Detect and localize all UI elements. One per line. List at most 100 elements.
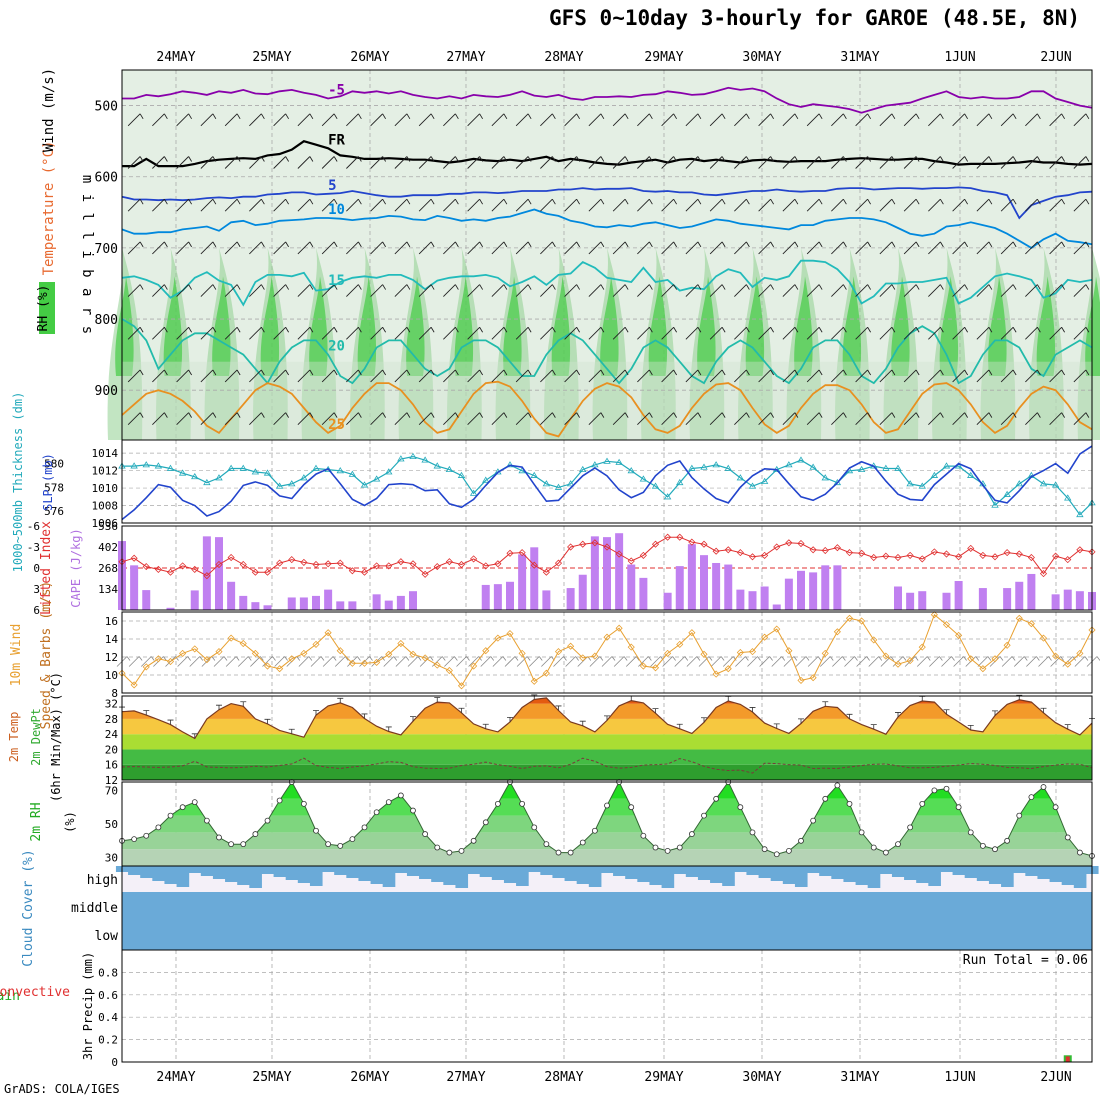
credit-text: GrADS: COLA/IGES <box>4 1082 120 1096</box>
wind-barb <box>758 326 775 340</box>
temp-minmax-bar <box>507 716 513 722</box>
wind-speed-point <box>1064 660 1072 668</box>
temp-tick-label: 24 <box>105 728 119 741</box>
rh-lower-layer <box>122 361 1092 440</box>
precip-total-legend: Total / Rain <box>0 989 20 1004</box>
wind-speed-point <box>385 650 393 658</box>
wind-barb <box>782 198 799 212</box>
cloud-high-bar <box>649 866 663 885</box>
li-tick-label: -6 <box>27 520 40 533</box>
wind-barb <box>418 241 435 255</box>
precip-conv-legend: Convective <box>0 985 70 1000</box>
wind-barb <box>346 113 362 127</box>
thickness-point <box>724 464 732 471</box>
wind-barb-10m <box>456 656 470 667</box>
panel-border-cape <box>121 525 1093 611</box>
wind-barb <box>612 198 629 212</box>
rh-point <box>300 800 307 807</box>
thickness-point <box>700 463 708 470</box>
cloud-high-bar <box>503 866 517 883</box>
cloud-high-bar <box>346 866 359 878</box>
minmax-legend-label: (6hr Min/Max) (°C) <box>49 672 63 802</box>
lifted-index-point <box>385 562 393 570</box>
wind-barb-10m <box>274 656 288 667</box>
rh-point <box>604 802 610 809</box>
lifted-index-point <box>1027 553 1035 562</box>
wind-barb <box>200 412 217 425</box>
rh2m-legend-label: 2m RH <box>29 802 44 841</box>
lifted-index-point <box>627 557 635 565</box>
temp-tick-label: 32 <box>105 698 118 711</box>
temp-minmax-bar <box>749 707 756 713</box>
rh-point <box>664 847 671 854</box>
thickness-point <box>372 475 381 482</box>
wind-barb <box>273 198 290 212</box>
wind-speed-point <box>894 660 902 668</box>
wind-barb <box>321 156 338 169</box>
lifted-index-point <box>191 565 199 573</box>
cloud-high-bar <box>309 866 323 886</box>
cloud-high-bar <box>661 866 675 888</box>
temp-tick-label: 16 <box>105 759 118 772</box>
rh-point <box>446 849 453 856</box>
wind-barb <box>588 284 605 297</box>
lifted-index-point <box>676 533 684 541</box>
cape-bar <box>312 595 320 610</box>
cloud-high-bar <box>746 866 760 875</box>
cape-bar <box>906 592 915 610</box>
temp-minmax-bar <box>288 728 295 734</box>
wind-barb <box>903 326 920 340</box>
wind-barb <box>1073 113 1090 127</box>
cape-bar <box>603 537 611 610</box>
wind-barb <box>685 284 702 297</box>
thickness-tick-label: 576 <box>44 505 64 518</box>
wind-barb <box>1073 412 1090 425</box>
wind-barb <box>152 412 168 425</box>
wind-barb <box>831 326 847 340</box>
cloud-high-bar <box>940 866 954 872</box>
thickness-point <box>930 471 939 478</box>
wind-barb <box>928 412 944 425</box>
wind-barb-10m <box>189 656 204 667</box>
wind-barb <box>758 412 775 425</box>
wind-barb <box>321 326 338 340</box>
wind-barb <box>661 412 678 425</box>
panel-border-precip <box>121 949 1093 1063</box>
rh-point <box>543 841 550 848</box>
dew-legend-label: 2m DewPt <box>29 708 43 766</box>
wind-barb <box>685 156 702 169</box>
wind-speed-point <box>773 625 781 633</box>
wind-barb <box>661 198 678 212</box>
rh-core <box>697 276 716 376</box>
wind-barb <box>1025 326 1041 340</box>
wind-barb <box>249 326 265 340</box>
wind-barb <box>152 284 168 297</box>
wind-barb <box>879 369 896 383</box>
lifted-index-point <box>603 543 611 551</box>
wind10-units-label: Speed & Barbs (m/s) <box>39 581 54 730</box>
wind-barb <box>806 284 823 297</box>
rh-point <box>131 836 138 843</box>
lifted-index-point <box>991 553 999 561</box>
temp-tick-label: 28 <box>105 713 118 726</box>
wind-speed-point <box>251 649 259 657</box>
wind-barb <box>273 113 290 127</box>
date-label-bottom: 26MAY <box>350 1070 389 1085</box>
rh-core <box>551 276 571 376</box>
lifted-index-point <box>554 559 563 567</box>
wind-barb <box>297 241 314 255</box>
thickness-point <box>336 467 344 474</box>
wind-barb <box>467 412 484 425</box>
cloud-high-bar <box>952 866 966 875</box>
pressure-tick-label: 800 <box>95 313 118 328</box>
lifted-index-point <box>288 556 296 564</box>
wind-barb-10m <box>225 656 240 667</box>
wind-barb <box>176 198 193 212</box>
lifted-index-point <box>615 550 623 558</box>
cape-bar <box>481 584 490 610</box>
wind-barb <box>224 241 241 255</box>
rh-point <box>191 799 198 806</box>
wind-barb <box>370 326 387 340</box>
wind-barb <box>1025 412 1041 425</box>
wind-speed-point <box>870 636 878 644</box>
